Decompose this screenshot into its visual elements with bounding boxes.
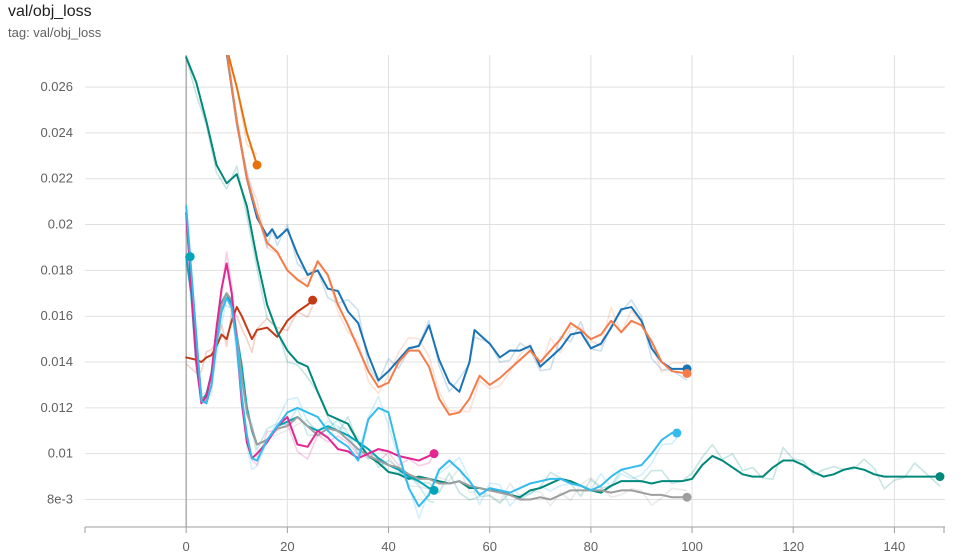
y-tick-label: 8e-3 [47,492,73,507]
series-endpoint-dot[interactable] [252,160,262,170]
axes [84,55,945,533]
tick-labels: 8e-3 0.01 0.012 0.014 0.016 0.018 0.02 0.022 0.0… [40,79,905,554]
series-raw-line [185,204,678,520]
series-endpoint-dot[interactable] [429,449,439,459]
y-tick-label: 0.01 [48,446,73,461]
y-tick-label: 0.012 [40,400,73,415]
series-raw-line [185,305,314,374]
x-tick-label: 100 [681,539,703,554]
series-endpoint-dot[interactable] [429,485,439,495]
series-line[interactable] [217,0,688,416]
x-tick-label: 140 [884,539,906,554]
series-line[interactable] [185,299,314,364]
series-raw-line [227,55,258,156]
chart-title: val/obj_loss [8,3,92,20]
x-tick-label: 40 [381,539,395,554]
y-tick-label: 0.02 [48,217,73,232]
y-tick-label: 0.016 [40,308,73,323]
y-tick-label: 0.014 [40,354,73,369]
series-line[interactable] [217,0,688,393]
series-endpoint-dot[interactable] [682,368,692,378]
y-tick-label: 0.024 [40,125,73,140]
grid-lines [85,55,945,527]
series-endpoint-dot[interactable] [935,472,945,482]
series-raw-line [225,55,688,393]
series-line[interactable] [185,212,436,462]
x-tick-label: 120 [782,539,804,554]
x-tick-label: 60 [482,539,496,554]
series-line[interactable] [185,205,678,508]
x-tick-label: 20 [280,539,294,554]
series-endpoint-dot[interactable] [672,428,682,438]
series-endpoint-dot[interactable] [308,295,318,305]
y-tick-label: 0.026 [40,79,73,94]
series-line[interactable] [186,7,258,166]
x-tick-label: 80 [584,539,598,554]
y-tick-label: 0.022 [40,171,73,186]
y-tick-label: 0.018 [40,262,73,277]
series-start-dot[interactable] [185,252,195,262]
series-endpoints [185,160,945,502]
series-line[interactable] [185,56,941,499]
series-raw-line [185,251,435,504]
chart-tag: tag: val/obj_loss [8,25,102,40]
series-lines [185,0,941,520]
x-tick-label: 0 [183,539,190,554]
series-endpoint-dot[interactable] [682,492,692,502]
